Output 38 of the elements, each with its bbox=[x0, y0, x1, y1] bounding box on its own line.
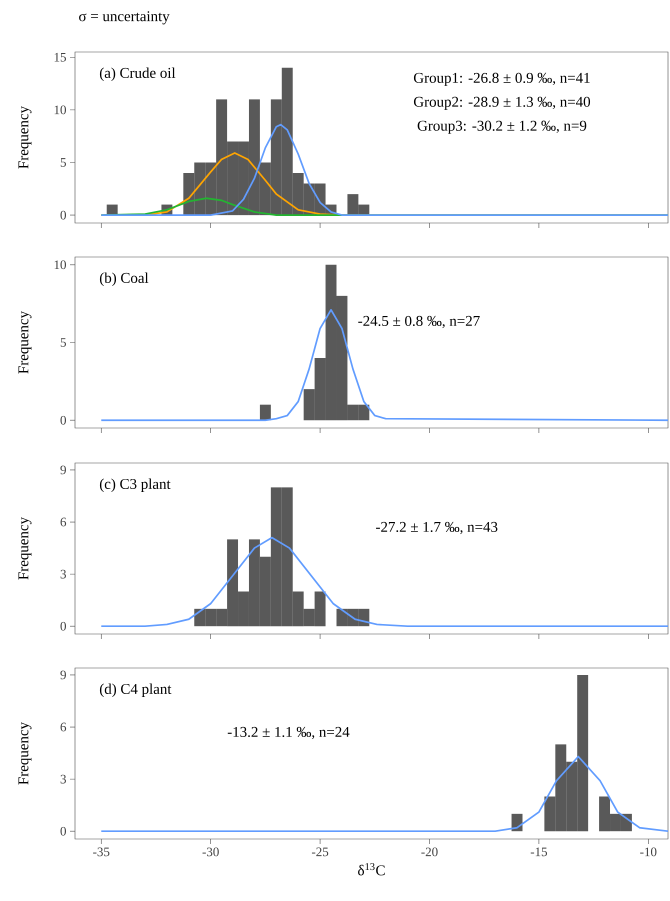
y-tick-label: 10 bbox=[54, 260, 66, 270]
y-tick-label: 0 bbox=[60, 210, 66, 220]
annotation: Group3: -30.2 ± 1.2 ‰, n=9 bbox=[418, 120, 586, 134]
x-axis-title: δ$^{13}$C bbox=[358, 863, 385, 876]
x-tick-label: -15 bbox=[530, 848, 548, 856]
y-tick-label: 15 bbox=[54, 52, 66, 62]
annotation: -13.2 ± 1.1 ‰, n=24 bbox=[228, 726, 350, 740]
annotation: -27.2 ± 1.7 ‰, n=43 bbox=[376, 522, 498, 534]
y-tick-label: 0 bbox=[60, 416, 66, 425]
annotation: Group1: -26.8 ± 0.9 ‰, n=41 bbox=[414, 72, 590, 86]
x-tick-label: -10 bbox=[640, 848, 656, 856]
y-tick-label: 6 bbox=[60, 518, 66, 526]
x-tick-label: -20 bbox=[421, 848, 438, 856]
y-tick-label: 0 bbox=[60, 622, 66, 631]
y-tick-label: 6 bbox=[60, 722, 66, 732]
y-axis-title: Frequency bbox=[18, 517, 32, 580]
text: (d) C4 plant bbox=[100, 683, 172, 698]
y-axis-title: Frequency bbox=[18, 311, 32, 374]
text: (c) C3 plant bbox=[100, 478, 171, 492]
y-tick-label: 9 bbox=[60, 670, 66, 680]
text: (b) Coal bbox=[100, 272, 148, 286]
y-axis-title: Frequency bbox=[18, 722, 32, 785]
y-axis-title: Frequency bbox=[18, 106, 32, 169]
y-tick-label: 0 bbox=[60, 826, 66, 836]
y-tick-label: 3 bbox=[60, 774, 66, 784]
x-tick-label: -25 bbox=[312, 848, 328, 856]
annotation: -24.5 ± 0.8 ‰, n=27 bbox=[358, 316, 480, 328]
line-series bbox=[100, 309, 669, 422]
x-tick-label: -30 bbox=[202, 848, 219, 856]
text: (a) Crude oil bbox=[100, 67, 176, 82]
annotation: Group2: -28.9 ± 1.3 ‰, n=40 bbox=[414, 96, 590, 110]
x-tick-label: -35 bbox=[93, 848, 110, 856]
text: σ = uncertainty bbox=[79, 11, 170, 24]
y-tick-label: 9 bbox=[60, 466, 66, 474]
y-tick-label: 3 bbox=[60, 570, 66, 578]
y-tick-label: 5 bbox=[60, 158, 66, 167]
y-tick-label: 10 bbox=[54, 106, 66, 114]
y-tick-label: 5 bbox=[60, 338, 66, 347]
